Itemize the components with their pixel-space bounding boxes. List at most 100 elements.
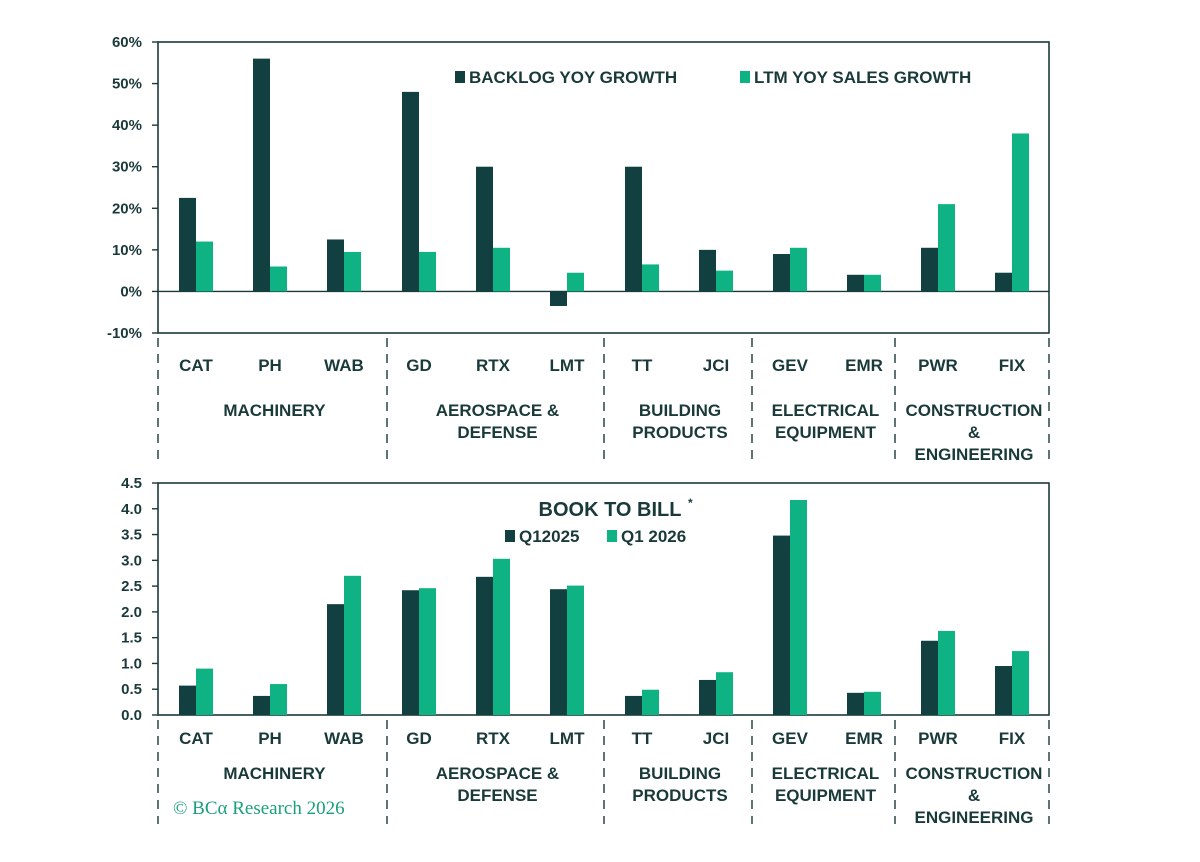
group-label: AEROSPACE &: [436, 764, 559, 783]
group-label: DEFENSE: [457, 786, 537, 805]
bar-fix-series-1: [995, 666, 1012, 715]
legend-label: BACKLOG YOY GROWTH: [469, 68, 677, 87]
y-tick-label: 20%: [112, 200, 142, 217]
bar-tt-series-2: [642, 689, 659, 715]
bar-fix-series-2: [1012, 651, 1029, 715]
category-label: PWR: [918, 356, 958, 375]
y-tick-label: 30%: [112, 159, 142, 176]
y-tick-label: 0%: [120, 283, 142, 300]
bar-ph-series-2: [270, 684, 287, 715]
y-tick-label: 1.5: [121, 630, 142, 647]
bar-gd-series-2: [419, 251, 436, 292]
bar-lmt-series-2: [567, 585, 584, 715]
category-label: PH: [258, 729, 282, 748]
category-label: LMT: [550, 729, 586, 748]
bar-fix-series-2: [1012, 133, 1029, 292]
bar-tt-series-2: [642, 264, 659, 292]
bar-emr-series-2: [864, 274, 881, 292]
legend-swatch: [455, 71, 465, 83]
bar-tt-series-1: [625, 695, 642, 715]
bar-emr-series-1: [847, 274, 864, 292]
bar-gev-series-2: [790, 500, 807, 715]
y-tick-label: -10%: [107, 325, 142, 342]
legend-swatch: [740, 71, 750, 83]
bca-research-credit: © BCα Research 2026: [173, 798, 345, 819]
group-label: &: [968, 786, 980, 805]
bar-tt-series-1: [625, 166, 642, 292]
category-label: WAB: [324, 729, 364, 748]
bar-ph-series-2: [270, 266, 287, 292]
bar-cat-series-2: [196, 668, 213, 715]
category-label: GD: [406, 356, 432, 375]
group-label: ENGINEERING: [914, 808, 1033, 827]
category-label: WAB: [324, 356, 364, 375]
legend-label: Q12025: [519, 527, 580, 546]
category-label: FIX: [999, 356, 1026, 375]
category-label: JCI: [703, 356, 729, 375]
category-label: GD: [406, 729, 432, 748]
group-label: &: [968, 423, 980, 442]
group-label: BUILDING: [639, 764, 721, 783]
category-label: RTX: [476, 356, 511, 375]
bar-wab-series-1: [327, 239, 344, 292]
y-tick-label: 2.5: [121, 578, 142, 595]
category-label: TT: [632, 729, 653, 748]
group-label: ENGINEERING: [914, 445, 1033, 464]
y-tick-label: 50%: [112, 76, 142, 93]
bar-wab-series-1: [327, 604, 344, 715]
chart-1: -10% 0% 10% 20% 30% 40% 50% 60% BACKLOG YOY GROW…: [107, 34, 1050, 464]
bar-jci-series-2: [716, 672, 733, 715]
bar-cat-series-1: [179, 685, 196, 715]
y-tick-label: 2.0: [121, 604, 142, 621]
plot-frame: [157, 41, 1050, 334]
legend-swatch: [607, 530, 617, 542]
y-tick-label: 1.0: [121, 655, 142, 672]
bar-emr-series-1: [847, 692, 864, 715]
group-label: EQUIPMENT: [775, 786, 877, 805]
chart-2: 0.0 0.5 1.0 1.5 2.0 2.5 3.0 3.5 4.0 4.5 Q12025 Q1 2…: [121, 475, 1050, 827]
bar-rtx-series-1: [476, 166, 493, 292]
chart-title: BOOK TO BILL: [539, 499, 682, 521]
group-label: AEROSPACE &: [436, 401, 559, 420]
legend-label: Q1 2026: [621, 527, 686, 546]
bar-pwr-series-1: [921, 247, 938, 292]
bar-gev-series-1: [773, 535, 790, 715]
bar-ph-series-1: [253, 695, 270, 715]
bar-cat-series-2: [196, 241, 213, 292]
category-label: LMT: [550, 356, 586, 375]
y-tick-label: 4.0: [121, 501, 142, 518]
category-label: EMR: [845, 729, 883, 748]
y-tick-label: 40%: [112, 117, 142, 134]
y-tick-label: 10%: [112, 242, 142, 259]
group-label: ELECTRICAL: [772, 764, 880, 783]
group-label: CONSTRUCTION: [906, 401, 1043, 420]
y-tick-label: 0.5: [121, 681, 142, 698]
bar-lmt-series-1: [550, 291, 567, 306]
bar-cat-series-1: [179, 197, 196, 292]
plot-frame: [157, 482, 1050, 716]
category-label: PWR: [918, 729, 958, 748]
category-label: TT: [632, 356, 653, 375]
bar-rtx-series-1: [476, 576, 493, 715]
y-tick-label: 60%: [112, 34, 142, 51]
bar-gev-series-2: [790, 247, 807, 292]
bar-rtx-series-2: [493, 558, 510, 715]
legend-label: LTM YOY SALES GROWTH: [754, 68, 971, 87]
bar-jci-series-2: [716, 270, 733, 292]
category-label: GEV: [772, 356, 809, 375]
group-label: PRODUCTS: [632, 786, 727, 805]
group-label: EQUIPMENT: [775, 423, 877, 442]
category-label: FIX: [999, 729, 1026, 748]
y-tick-label: 3.0: [121, 552, 142, 569]
category-label: CAT: [179, 729, 213, 748]
y-tick-label: 0.0: [121, 707, 142, 724]
bar-fix-series-1: [995, 272, 1012, 292]
category-label: CAT: [179, 356, 213, 375]
bar-jci-series-1: [699, 249, 716, 292]
category-label: EMR: [845, 356, 883, 375]
bar-jci-series-1: [699, 679, 716, 715]
bar-gd-series-1: [402, 91, 419, 292]
bar-pwr-series-2: [938, 630, 955, 715]
bar-rtx-series-2: [493, 247, 510, 292]
